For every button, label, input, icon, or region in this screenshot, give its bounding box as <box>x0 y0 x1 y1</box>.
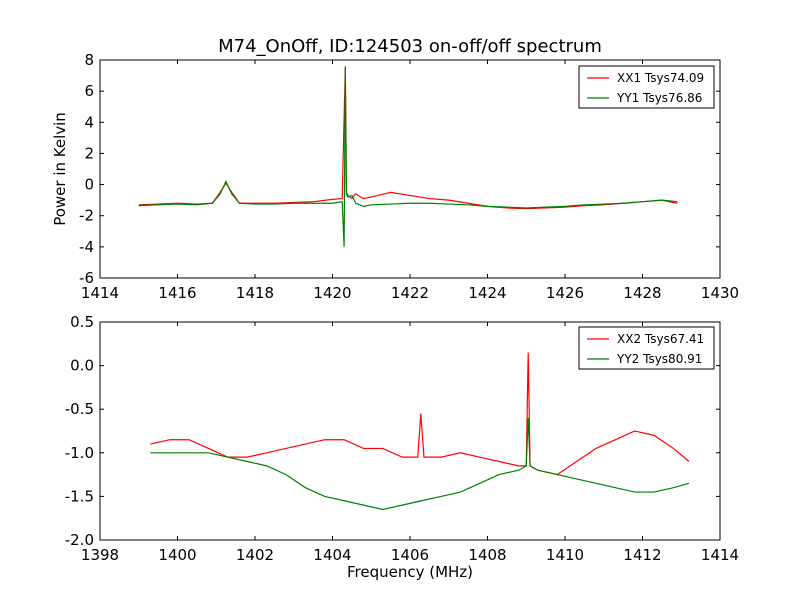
bottom-x-tick-label: 1404 <box>313 546 351 564</box>
top-x-tick-label: 1414 <box>81 284 119 302</box>
top-y-tick-label: -6 <box>79 269 94 287</box>
bottom-x-tick-label: 1406 <box>391 546 429 564</box>
top-x-tick-label: 1416 <box>158 284 196 302</box>
top-y-tick-label: -4 <box>79 238 94 256</box>
bottom-x-tick-label: 1402 <box>236 546 274 564</box>
bottom-x-tick-label: 1410 <box>546 546 584 564</box>
bottom-y-tick-label: 0.0 <box>70 357 94 375</box>
bottom-x-tick-label: 1408 <box>468 546 506 564</box>
top-x-tick-label: 1430 <box>701 284 739 302</box>
top-panel: 1414 1416 1418 1420 1422 1424 1426 1428 1430 -6 -4… <box>79 51 739 302</box>
bottom-legend-label-1: XX2 Tsys67.41 <box>617 332 704 346</box>
bottom-x-tick-label: 1400 <box>158 546 196 564</box>
bottom-x-axis-label: Frequency (MHz) <box>347 563 473 581</box>
top-y-tick-label: -2 <box>79 207 94 225</box>
top-legend-label-1: XX1 Tsys74.09 <box>617 71 704 85</box>
bottom-y-tick-label: 0.5 <box>70 313 94 331</box>
top-x-tick-label: 1428 <box>623 284 661 302</box>
bottom-y-tick-label: -0.5 <box>65 400 94 418</box>
top-x-tick-label: 1422 <box>391 284 429 302</box>
top-y-tick-label: 6 <box>84 82 94 100</box>
bottom-x-tick-label: 1398 <box>81 546 119 564</box>
bottom-x-tick-label: 1414 <box>701 546 739 564</box>
top-legend-box <box>578 65 715 109</box>
figure-title: M74_OnOff, ID:124503 on-off/off spectrum <box>218 36 602 57</box>
top-x-tick-label: 1424 <box>468 284 506 302</box>
bottom-legend: XX2 Tsys67.41 YY2 Tsys80.91 <box>578 326 715 370</box>
bottom-y-tick-label: -1.0 <box>65 444 94 462</box>
top-y-tick-label: 0 <box>84 176 94 194</box>
bottom-legend-box <box>578 326 715 370</box>
bottom-panel: 1398 1400 1402 1404 1406 1408 1410 1412 1414 -2.0… <box>65 313 739 564</box>
top-legend-label-2: YY1 Tsys76.86 <box>616 91 702 105</box>
top-series-line-2 <box>138 66 678 247</box>
top-legend: XX1 Tsys74.09 YY1 Tsys76.86 <box>578 65 715 109</box>
bottom-series-line-2 <box>150 417 690 511</box>
top-x-tick-label: 1418 <box>236 284 274 302</box>
top-x-tick-label: 1420 <box>313 284 351 302</box>
bottom-legend-label-2: YY2 Tsys80.91 <box>616 352 702 366</box>
top-y-tick-label: 4 <box>84 113 94 131</box>
bottom-y-tick-label: -2.0 <box>65 531 94 549</box>
top-y-tick-label: 2 <box>84 144 94 162</box>
top-y-tick-label: 8 <box>84 51 94 69</box>
top-x-tick-label: 1426 <box>546 284 584 302</box>
top-y-axis-label: Power in Kelvin <box>51 112 69 226</box>
bottom-x-tick-label: 1412 <box>623 546 661 564</box>
bottom-y-tick-label: -1.5 <box>65 487 94 505</box>
bottom-series-line-1 <box>150 352 690 476</box>
